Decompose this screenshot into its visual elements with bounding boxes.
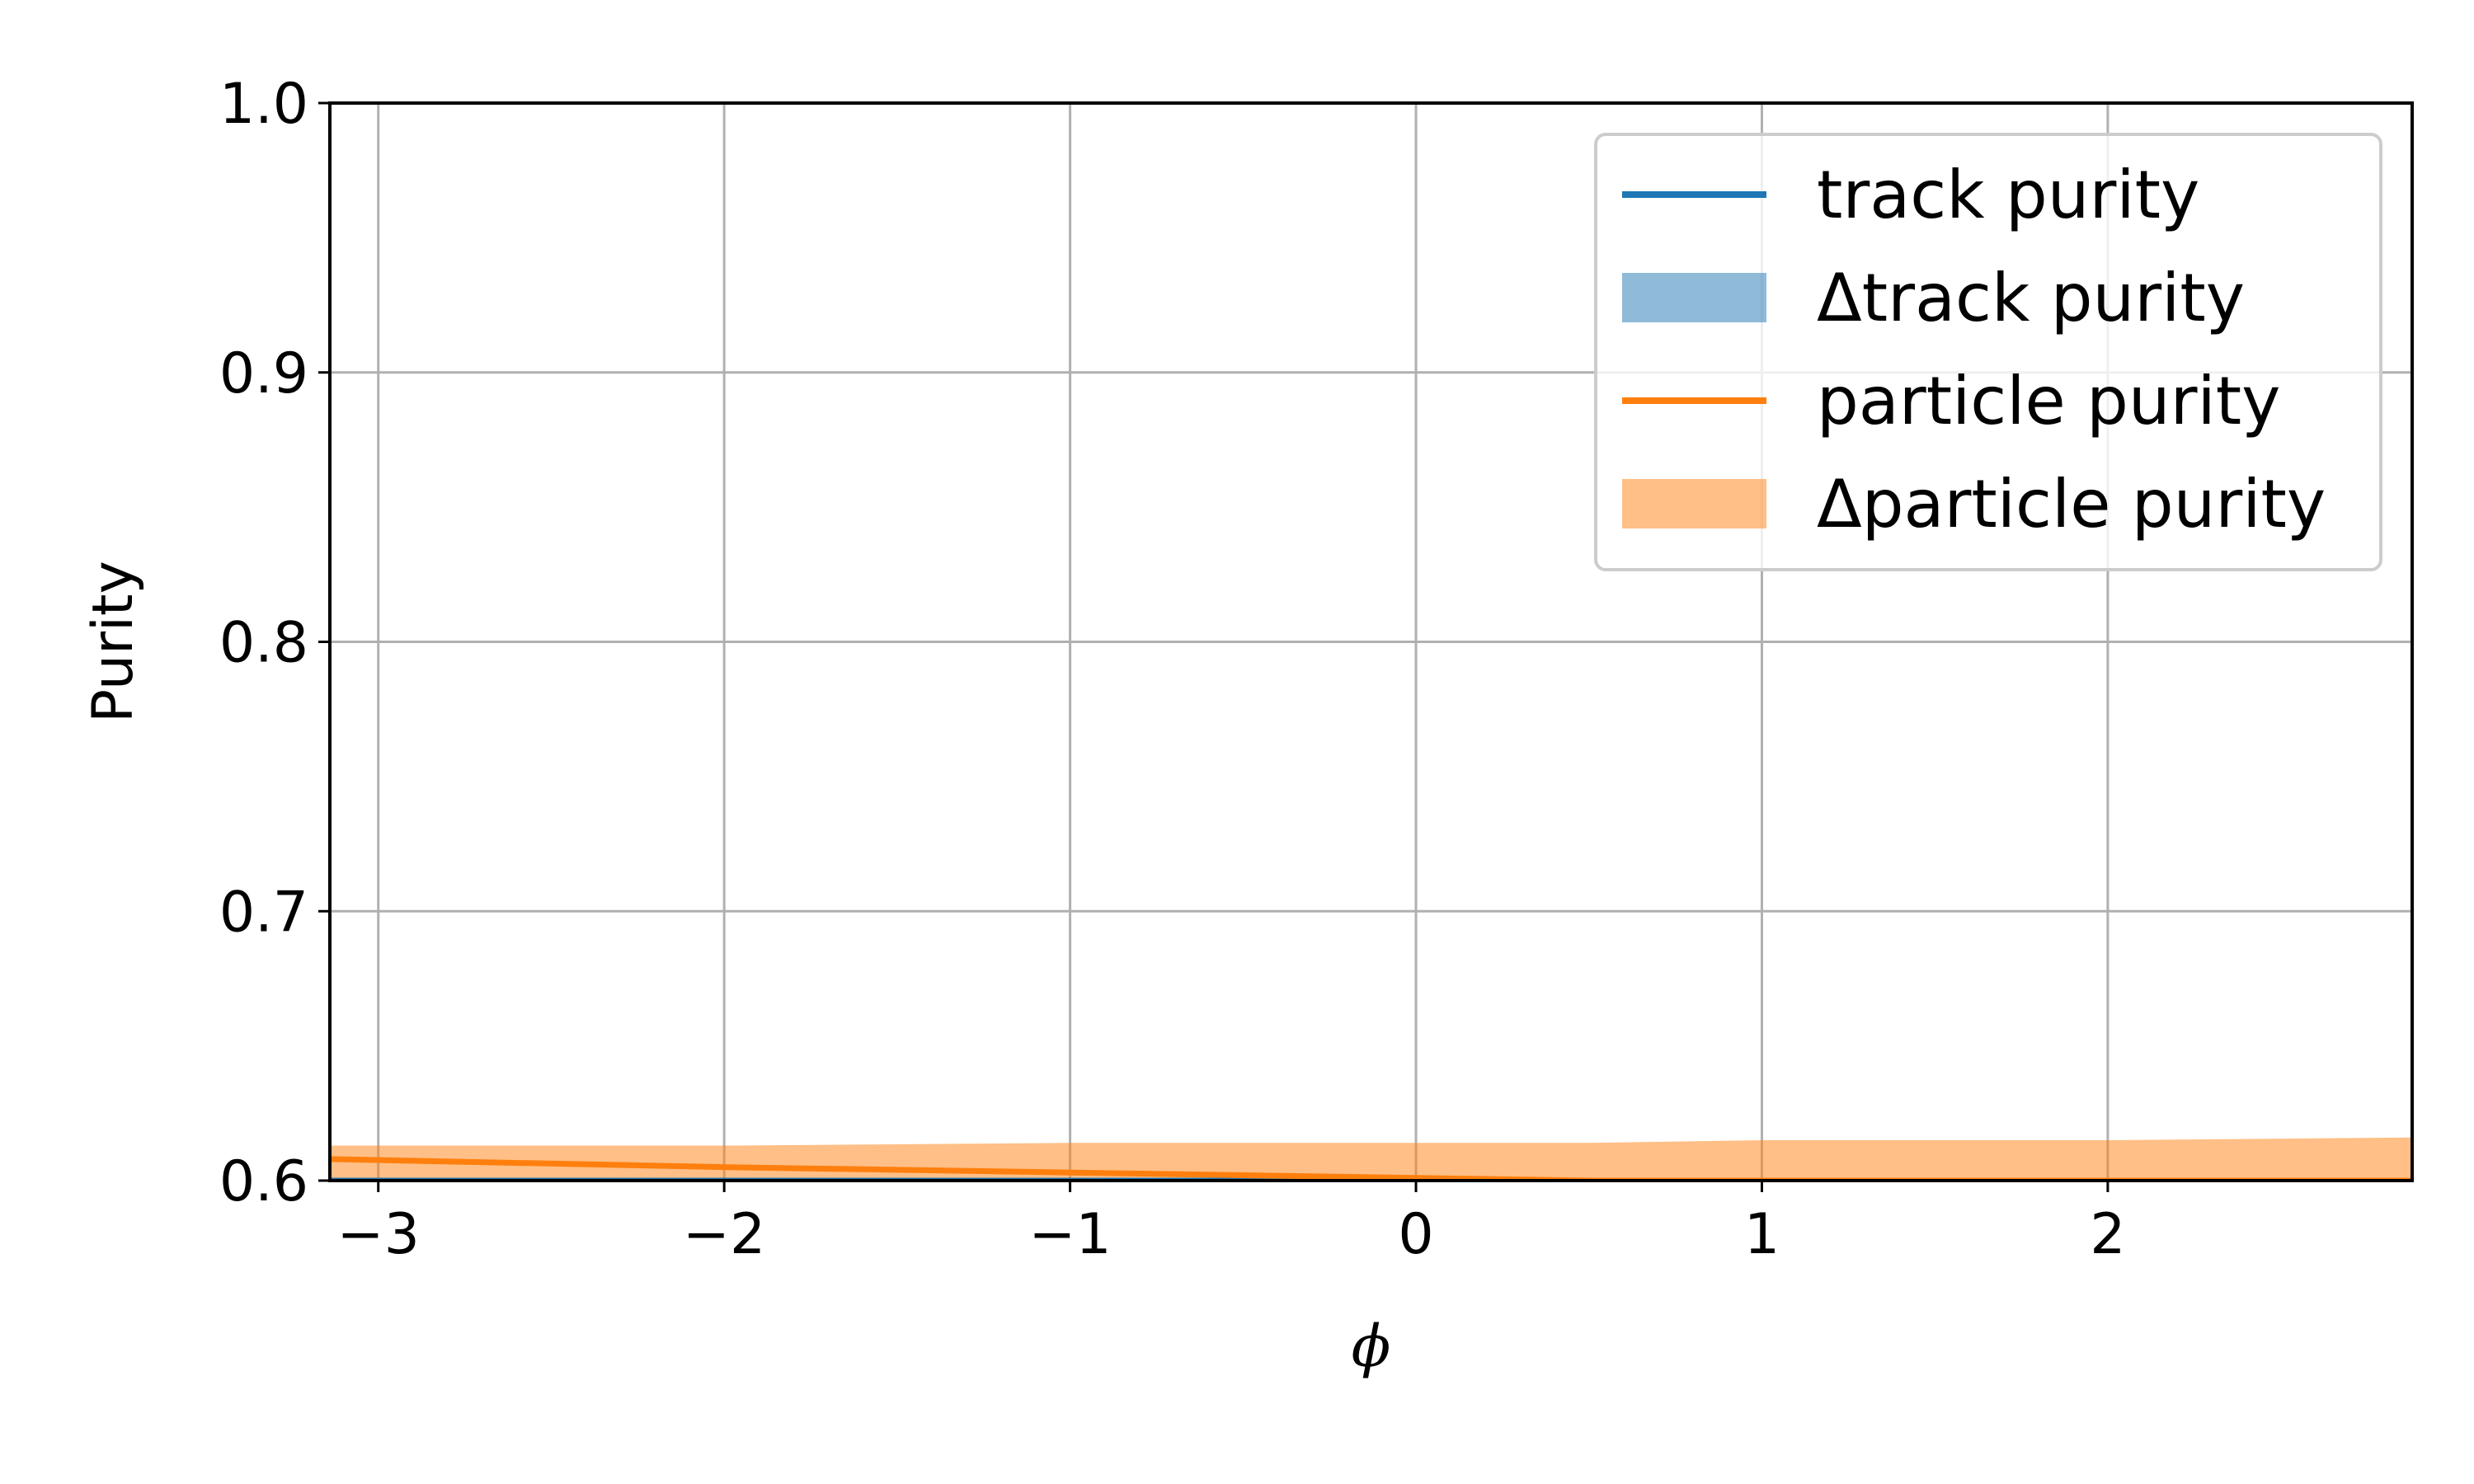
y-tick-label: 1.0 — [219, 72, 308, 137]
x-axis-label: ϕ — [1352, 1313, 1391, 1380]
y-tick-label: 0.6 — [219, 1149, 308, 1214]
x-tick-label: 2 — [2090, 1202, 2125, 1267]
axis-ticks: −3 −2 −1 0 1 2 0.6 0.7 0.8 0.9 1.0 — [219, 72, 2126, 1267]
y-tick-label: 0.9 — [219, 341, 308, 406]
y-tick-label: 0.7 — [219, 880, 308, 945]
y-tick-label: 0.8 — [219, 611, 308, 676]
legend-band-swatch — [1622, 273, 1766, 322]
y-axis-label: Purity — [81, 561, 146, 723]
legend-box — [1594, 133, 2382, 571]
x-tick-label: −1 — [1028, 1202, 1111, 1267]
legend-label: Δtrack purity — [1817, 260, 2245, 336]
x-tick-label: −2 — [683, 1202, 765, 1267]
legend-band-swatch — [1622, 479, 1766, 528]
legend-label: particle purity — [1817, 363, 2280, 439]
legend: track purity Δtrack purity particle purity… — [1594, 133, 2382, 571]
legend-label: Δparticle purity — [1817, 466, 2326, 542]
x-tick-label: 1 — [1744, 1202, 1780, 1267]
x-tick-label: −3 — [337, 1202, 420, 1267]
legend-label: track purity — [1817, 157, 2199, 233]
x-tick-label: 0 — [1398, 1202, 1433, 1267]
